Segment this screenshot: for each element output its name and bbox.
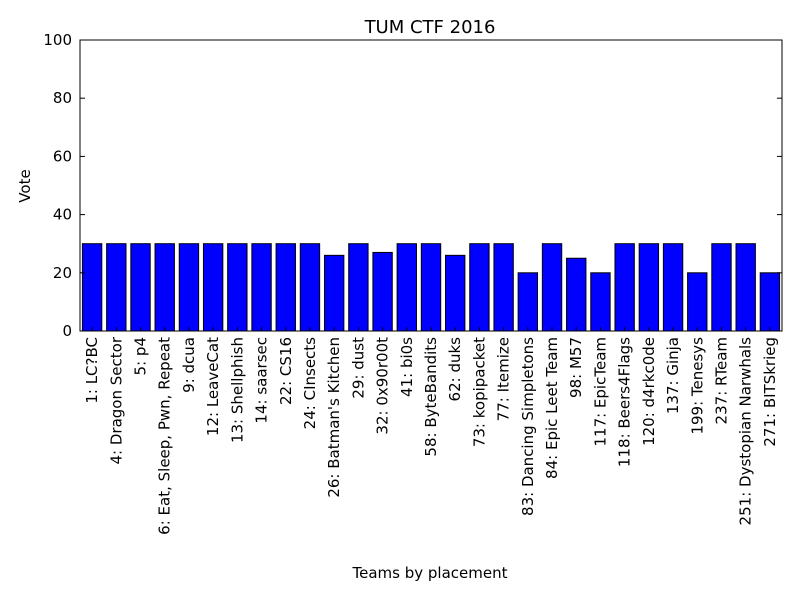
x-tick-label: 62: duks bbox=[446, 337, 464, 402]
bar-16 bbox=[445, 254, 466, 332]
x-tick-label: 237: RTeam bbox=[712, 337, 730, 424]
bar-11 bbox=[323, 254, 345, 332]
bar-28 bbox=[735, 243, 756, 332]
bar-12 bbox=[348, 243, 369, 332]
x-axis-label: Teams by placement bbox=[352, 564, 508, 582]
x-tick-label: 5: p4 bbox=[132, 337, 150, 375]
bar-14 bbox=[396, 243, 417, 332]
x-tick-label: 84: Epic Leet Team bbox=[543, 337, 561, 479]
x-tick-label: 271: BITSkrieg bbox=[761, 337, 779, 447]
bar-26 bbox=[687, 272, 708, 332]
x-tick-label: 118: Beers4Flags bbox=[616, 337, 634, 467]
bar-23 bbox=[614, 243, 635, 332]
bar-7 bbox=[227, 243, 248, 332]
bar-20 bbox=[541, 243, 563, 332]
x-tick-label: 1: LC?BC bbox=[83, 337, 101, 404]
x-tick-label: 83: Dancing Simpletons bbox=[519, 337, 537, 516]
y-axis-label: Vote bbox=[16, 169, 34, 202]
x-tick-label: 120: d4rkc0de bbox=[640, 337, 658, 446]
x-tick-label: 41: bi0s bbox=[398, 337, 416, 397]
y-tick-label: 40 bbox=[53, 206, 72, 224]
bar-1 bbox=[81, 243, 103, 332]
bar-9 bbox=[275, 243, 296, 332]
x-tick-label: 58: ByteBandits bbox=[422, 337, 440, 457]
x-tick-label: 24: CInsects bbox=[301, 337, 319, 429]
y-tick-label: 0 bbox=[62, 322, 72, 340]
y-tick-label: 100 bbox=[43, 31, 72, 49]
x-tick-label: 6: Eat, Sleep, Pwn, Repeat bbox=[156, 337, 174, 535]
bar-3 bbox=[130, 243, 151, 332]
x-tick-label: 251: Dystopian Narwhals bbox=[737, 337, 755, 526]
chart-title: TUM CTF 2016 bbox=[364, 17, 496, 38]
bar-2 bbox=[106, 243, 127, 332]
bar-8 bbox=[251, 243, 272, 332]
bar-24 bbox=[638, 243, 660, 332]
x-tick-label: 4: Dragon Sector bbox=[107, 336, 125, 464]
x-tick-label: 13: Shellphish bbox=[228, 337, 246, 443]
x-tick-label: 22: CS16 bbox=[277, 337, 295, 405]
bar-15 bbox=[420, 243, 442, 332]
x-tick-label: 199: Tenesys bbox=[688, 337, 706, 435]
bar-10 bbox=[299, 243, 321, 332]
bar-13 bbox=[372, 251, 393, 332]
y-ticks-group: 0 20 40 60 80 100 bbox=[43, 31, 782, 340]
bar-18 bbox=[493, 243, 514, 332]
bar-27 bbox=[711, 243, 732, 332]
bars-group bbox=[81, 243, 781, 332]
bar-25 bbox=[662, 243, 684, 332]
bar-29 bbox=[759, 272, 781, 332]
x-tick-label: 137: Ginja bbox=[664, 337, 682, 414]
x-ticks-group: 1: LC?BC 4: Dragon Sector 5: p4 6: Eat, Sle… bbox=[83, 327, 779, 535]
x-tick-label: 9: dcua bbox=[180, 337, 198, 393]
bar-17 bbox=[469, 243, 490, 332]
bar-5 bbox=[178, 243, 200, 332]
bar-19 bbox=[517, 272, 539, 332]
x-tick-label: 14: saarsec bbox=[253, 337, 271, 424]
bar-4 bbox=[154, 243, 175, 332]
x-tick-label: 29: dust bbox=[349, 337, 367, 399]
x-tick-label: 98: M57 bbox=[567, 337, 585, 398]
x-tick-label: 26: Batman's Kitchen bbox=[325, 337, 343, 498]
y-tick-label: 80 bbox=[53, 89, 72, 107]
x-tick-label: 77: Itemize bbox=[495, 337, 513, 421]
x-tick-label: 12: LeaveCat bbox=[204, 337, 222, 436]
bar-22 bbox=[590, 272, 611, 332]
y-tick-label: 60 bbox=[53, 147, 72, 165]
y-tick-label: 20 bbox=[53, 264, 72, 282]
x-tick-label: 117: EpicTeam bbox=[591, 337, 609, 447]
plot-frame bbox=[79, 39, 783, 332]
bar-21 bbox=[566, 257, 587, 332]
bar-6 bbox=[202, 243, 224, 332]
x-tick-label: 32: 0x90r00t bbox=[374, 337, 392, 435]
x-tick-label: 73: kopipacket bbox=[470, 337, 488, 447]
